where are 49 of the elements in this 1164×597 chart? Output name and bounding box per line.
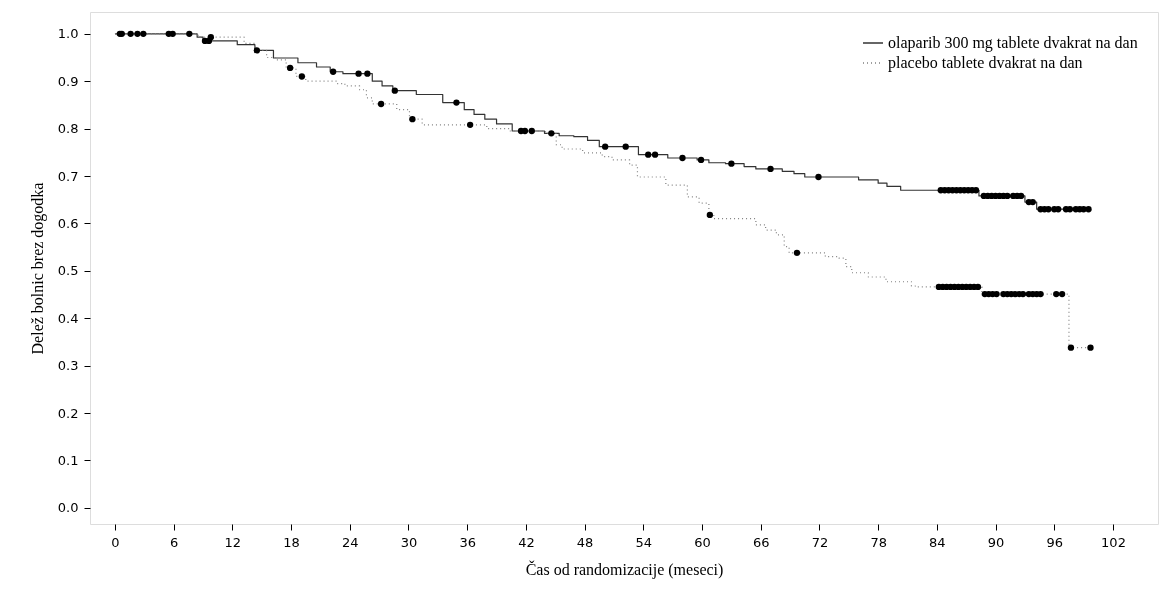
point <box>286 64 294 72</box>
point <box>298 73 305 80</box>
y-tick-label: 0.8 <box>57 121 79 137</box>
x-tick-label: 24 <box>342 534 359 550</box>
y-tick-label: 0.7 <box>57 168 79 184</box>
x-tick-label: 18 <box>283 534 300 550</box>
point <box>466 121 474 128</box>
x-tick-label: 36 <box>459 534 476 550</box>
x-tick-label: 6 <box>170 534 179 550</box>
x-tick-label: 42 <box>518 534 535 550</box>
x-tick-label: 54 <box>635 534 653 550</box>
point <box>993 290 1000 298</box>
x-tick-label: 72 <box>811 534 829 550</box>
x-tick-label: 48 <box>576 534 594 550</box>
y-tick-label: 0.5 <box>57 263 79 279</box>
y-tick-label: 0.0 <box>57 500 79 516</box>
x-tick-label: 90 <box>987 534 1005 550</box>
x-tick-label: 84 <box>929 534 946 550</box>
point <box>706 211 714 219</box>
y-tick-label: 1.0 <box>57 26 79 42</box>
y-axis-title: Delež bolnic brez dogodka <box>28 182 47 355</box>
y-tick-label: 0.4 <box>57 310 79 326</box>
point <box>1037 290 1044 298</box>
y-tick-label: 0.9 <box>57 73 79 89</box>
point <box>1067 344 1075 351</box>
point <box>377 100 385 108</box>
x-tick-label: 60 <box>694 534 711 550</box>
point <box>207 33 214 41</box>
point <box>1053 290 1060 298</box>
y-tick-label: 0.2 <box>57 405 79 421</box>
point <box>974 283 982 291</box>
x-tick-label: 66 <box>752 534 770 550</box>
y-tick-label: 0.3 <box>57 358 79 374</box>
point <box>1019 290 1027 298</box>
point <box>793 249 801 256</box>
y-tick-label: 0.6 <box>57 215 79 231</box>
x-tick-label: 78 <box>870 534 887 550</box>
point <box>1058 290 1066 298</box>
x-tick-label: 12 <box>224 534 242 550</box>
legend-label: olaparib 300 mg tablete dvakrat na dan <box>888 34 1138 52</box>
x-tick-label: 30 <box>400 534 418 550</box>
x-tick-label: 0 <box>111 534 120 550</box>
y-tick-label: 0.1 <box>57 452 79 468</box>
legend-label: placebo tablete dvakrat na dan <box>888 54 1083 72</box>
x-axis-title: Čas od randomizacije (meseci) <box>525 559 724 579</box>
x-tick-label: 102 <box>1101 534 1126 550</box>
point <box>1087 344 1094 351</box>
point <box>409 115 416 123</box>
x-tick-label: 96 <box>1046 534 1064 550</box>
